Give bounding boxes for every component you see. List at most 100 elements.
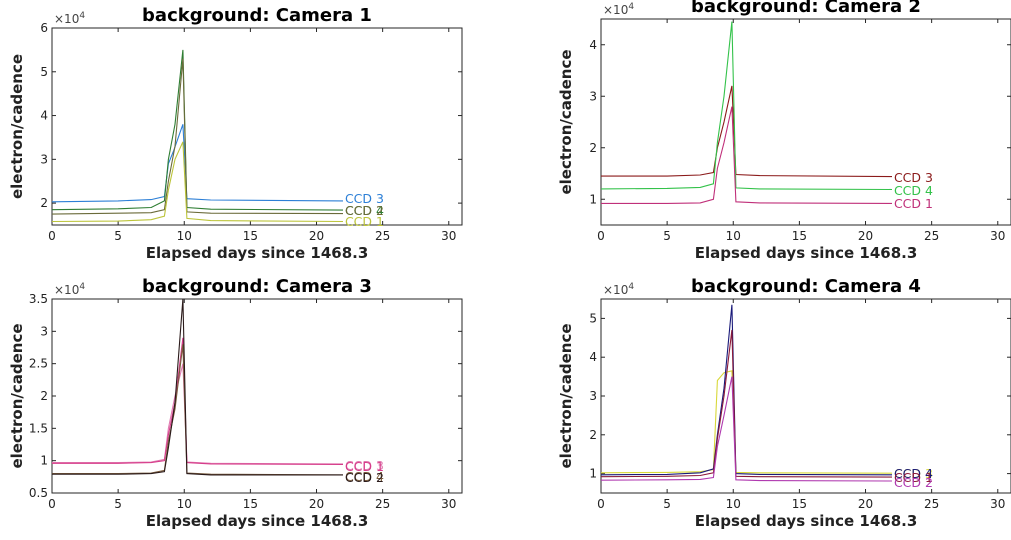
series-line-ccd-1: [51, 141, 344, 223]
axis-multiplier: ×104: [54, 282, 85, 297]
x-tick-label: 30: [990, 229, 1005, 243]
chart-title: background: Camera 2: [691, 0, 921, 17]
series-label: CCD 3: [894, 170, 933, 185]
series-line-ccd-3: [601, 85, 893, 178]
x-tick-label: 0: [597, 229, 605, 243]
x-tick-label: 10: [177, 497, 192, 511]
y-tick-label: 3: [589, 389, 597, 403]
y-tick-label: 3.5: [29, 292, 48, 306]
x-tick-label: 20: [858, 229, 873, 243]
axis-multiplier-exp: 4: [628, 282, 634, 292]
y-tick-label: 3: [40, 324, 48, 338]
series-label: CCD 2: [345, 203, 384, 218]
plot-area: [600, 18, 1011, 226]
x-tick-label: 25: [375, 229, 390, 243]
y-tick-label: 5: [40, 65, 48, 79]
x-axis-label: Elapsed days since 1468.3: [695, 512, 918, 530]
x-tick-label: 25: [375, 497, 390, 511]
series-label: CCD 1: [345, 459, 384, 474]
x-axis-label: Elapsed days since 1468.3: [146, 244, 369, 262]
y-tick-label: 1: [40, 454, 48, 468]
y-tick-label: 4: [40, 109, 48, 123]
x-tick-label: 0: [48, 229, 56, 243]
series-line-ccd-2: [600, 376, 893, 482]
chart-title: background: Camera 3: [142, 276, 372, 297]
series-line-ccd-1: [600, 329, 893, 478]
y-axis-label: electron/cadence: [8, 54, 26, 199]
x-tick-label: 5: [663, 229, 671, 243]
y-tick-label: 2: [40, 196, 48, 210]
x-tick-label: 20: [309, 497, 324, 511]
axis-multiplier-base: ×10: [603, 283, 628, 297]
x-tick-label: 15: [792, 229, 807, 243]
series-label: CCD 2: [894, 475, 933, 490]
axis-multiplier-exp: 4: [628, 2, 634, 12]
series-label: CCD 2: [345, 470, 384, 485]
x-tick-label: 30: [441, 497, 456, 511]
series-label: CCD 3: [894, 466, 933, 481]
y-tick-label: 1: [589, 467, 597, 481]
axis-multiplier-base: ×10: [603, 3, 628, 17]
axis-multiplier-base: ×10: [54, 283, 79, 297]
y-axis-label: electron/cadence: [557, 323, 575, 468]
x-axis-label: Elapsed days since 1468.3: [146, 512, 369, 530]
x-tick-label: 0: [597, 497, 605, 511]
series-line-ccd-4: [600, 21, 893, 191]
x-tick-label: 25: [924, 229, 939, 243]
y-tick-label: 3: [40, 152, 48, 166]
series-label: CCD 1: [345, 214, 384, 229]
series-line-ccd-3: [600, 370, 893, 474]
series-line-ccd-4: [51, 49, 344, 211]
y-tick-label: 2.5: [29, 357, 48, 371]
series-label: CCD 1: [894, 196, 933, 211]
axis-multiplier-exp: 4: [79, 11, 85, 21]
x-tick-label: 20: [309, 229, 324, 243]
axis-multiplier-base: ×10: [54, 12, 79, 26]
plot-area: [51, 27, 463, 226]
x-tick-label: 15: [243, 497, 258, 511]
series-label: CCD 3: [345, 458, 384, 473]
x-axis-label: Elapsed days since 1468.3: [695, 244, 918, 262]
y-tick-label: 4: [589, 38, 597, 52]
y-tick-label: 3: [589, 89, 597, 103]
x-tick-label: 20: [858, 497, 873, 511]
axis-multiplier-exp: 4: [79, 282, 85, 292]
chart-panel-3: 0 5 10 15 20 25 30 0.5 1 1.5 2 2.5 3 3.5 ×104 backgroun…: [8, 276, 463, 530]
x-tick-label: 5: [114, 497, 122, 511]
y-tick-label: 1.5: [29, 421, 48, 435]
x-tick-label: 0: [48, 497, 56, 511]
series-line-ccd-2: [52, 298, 343, 476]
series-line-ccd-3: [51, 124, 344, 203]
series-label: CCD 4: [345, 469, 384, 484]
x-tick-label: 10: [177, 229, 192, 243]
x-tick-label: 5: [663, 497, 671, 511]
y-axis-label: electron/cadence: [557, 49, 575, 194]
series-label: CCD 3: [345, 191, 384, 206]
x-tick-label: 10: [726, 229, 741, 243]
y-tick-label: 2: [589, 428, 597, 442]
chart-title: background: Camera 1: [142, 5, 372, 26]
x-tick-label: 25: [924, 497, 939, 511]
y-axis-label: electron/cadence: [8, 323, 26, 468]
x-tick-label: 15: [243, 229, 258, 243]
y-tick-label: 2: [40, 389, 48, 403]
x-tick-label: 30: [990, 497, 1005, 511]
series-label: CCD 4: [894, 183, 933, 198]
series-line-ccd-1: [601, 106, 893, 204]
series-line-ccd-4: [600, 304, 893, 476]
series-label: CCD 1: [894, 470, 933, 485]
axis-multiplier: ×104: [603, 2, 634, 17]
y-tick-label: 1: [589, 192, 597, 206]
plot-area: [600, 298, 1011, 494]
chart-title: background: Camera 4: [691, 276, 921, 297]
x-tick-label: 10: [726, 497, 741, 511]
x-tick-label: 5: [114, 229, 122, 243]
series-line-ccd-2: [51, 58, 344, 215]
x-tick-label: 15: [792, 497, 807, 511]
y-tick-label: 4: [589, 350, 597, 364]
series-line-ccd-3: [52, 363, 344, 465]
x-tick-label: 30: [441, 229, 456, 243]
